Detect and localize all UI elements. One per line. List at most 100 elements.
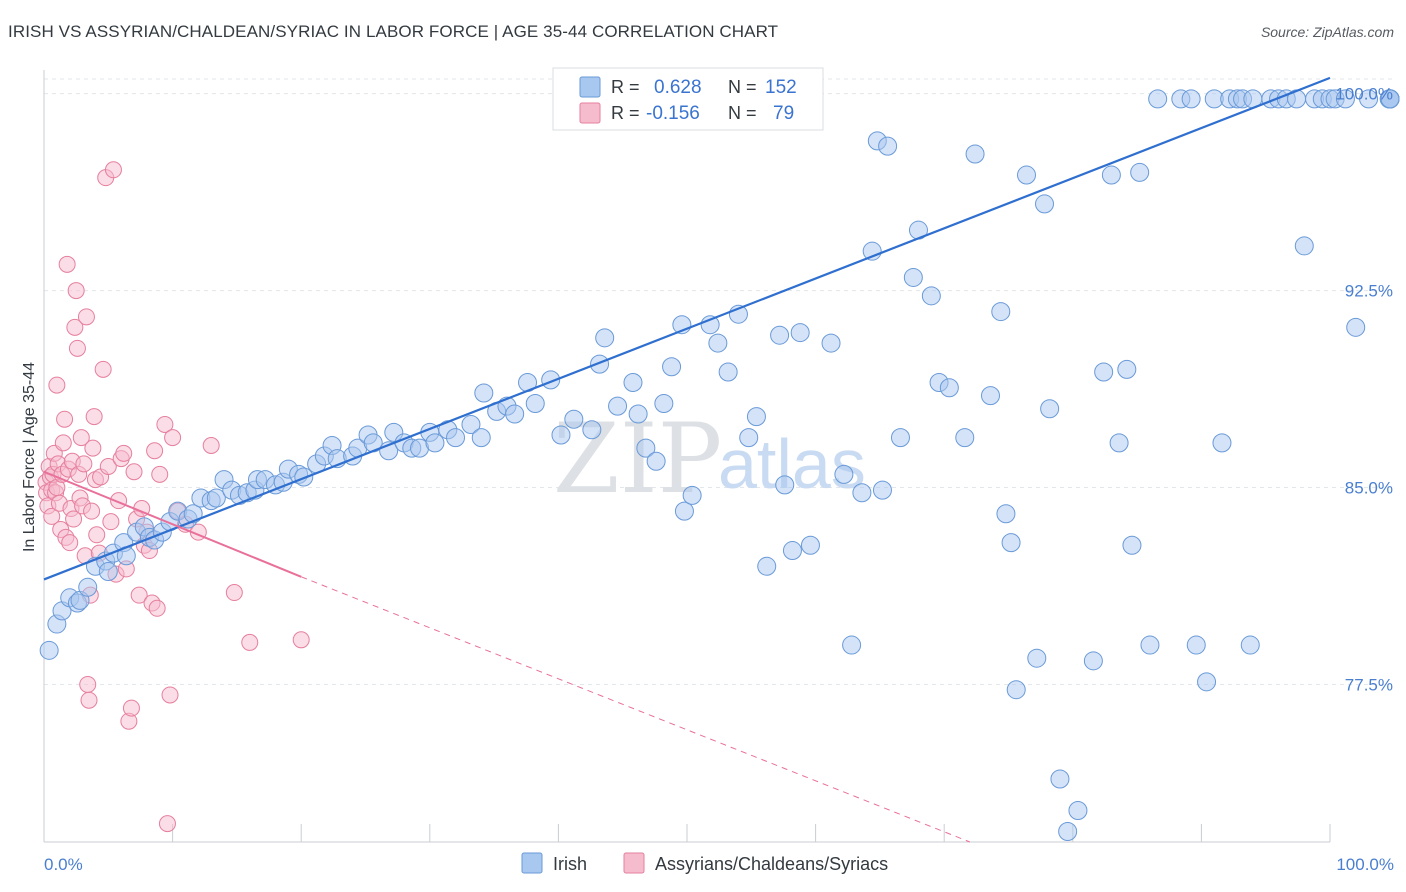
assyrian-point [65, 510, 83, 528]
irish-trend-line [43, 76, 1331, 581]
assyrian-point [58, 255, 76, 273]
irish-point [674, 501, 694, 521]
irish-point [505, 404, 525, 424]
assyrian-point [67, 282, 85, 300]
irish-point [646, 451, 666, 471]
assyrian-point [122, 699, 140, 717]
irish-point [1058, 821, 1078, 841]
irish-point [790, 323, 810, 343]
irish-point [746, 407, 766, 427]
legend-r-label-assyrian: R = [611, 103, 640, 123]
irish-point [98, 562, 118, 582]
irish-point [595, 328, 615, 348]
irish-point [1035, 194, 1055, 214]
irish-point [757, 556, 777, 576]
assyrian-trend-extension [301, 576, 971, 843]
irish-point [1240, 635, 1260, 655]
irish-point [739, 428, 759, 448]
bottom-legend-swatch-assyrian [623, 852, 645, 874]
irish-point [1335, 89, 1355, 109]
bottom-legend-swatch-irish [521, 852, 543, 874]
legend-n-label-irish: N = [728, 77, 757, 97]
irish-point [590, 354, 610, 374]
irish-point [939, 378, 959, 398]
assyrian-point [99, 458, 117, 476]
assyrian-point [66, 318, 84, 336]
irish-point [991, 302, 1011, 322]
assyrian-point [102, 513, 120, 531]
irish-point [1140, 635, 1160, 655]
legend-swatch-assyrian [579, 102, 601, 124]
irish-point [1197, 672, 1217, 692]
assyrian-point [202, 436, 220, 454]
irish-point [183, 504, 203, 524]
y-tick-label: 77.5% [1345, 675, 1393, 694]
assyrian-point [79, 675, 97, 693]
irish-point [1122, 535, 1142, 555]
assyrian-point [164, 429, 182, 447]
irish-point [852, 483, 872, 503]
irish-point [471, 428, 491, 448]
assyrian-point [130, 586, 148, 604]
irish-point [965, 144, 985, 164]
chart-title: IRISH VS ASSYRIAN/CHALDEAN/SYRIAC IN LAB… [8, 22, 779, 41]
irish-point [636, 438, 656, 458]
y-tick-label: 100.0% [1335, 85, 1393, 104]
assyrian-point [72, 429, 90, 447]
irish-point [1050, 769, 1070, 789]
assyrian-point [61, 534, 79, 552]
irish-point [206, 488, 226, 508]
top-legend: R = 0.628 N = 152 R = -0.156 N = 79 [552, 67, 824, 131]
legend-n-label-assyrian: N = [728, 103, 757, 123]
assyrian-point [158, 815, 176, 833]
legend-r-label-irish: R = [611, 77, 640, 97]
source-credit: Source: ZipAtlas.com [1260, 24, 1394, 40]
irish-point [1148, 89, 1168, 109]
legend-swatch-irish [579, 76, 601, 98]
assyrian-point [84, 439, 102, 457]
y-axis-label: In Labor Force | Age 35-44 [21, 362, 38, 552]
irish-point [662, 357, 682, 377]
assyrian-point [75, 455, 93, 473]
irish-point [425, 433, 445, 453]
y-tick-labels: 77.5% 85.0% 92.5% 100.0% [1335, 85, 1393, 695]
assyrian-point [146, 442, 164, 460]
irish-point [1212, 433, 1232, 453]
assyrian-point [148, 599, 166, 617]
irish-point [1181, 89, 1201, 109]
irish-point [564, 409, 584, 429]
assyrian-point [104, 161, 122, 179]
assyrian-point [88, 526, 106, 544]
assyrian-point [43, 507, 61, 525]
irish-point [1027, 648, 1047, 668]
trend-lines [43, 76, 1331, 843]
assyrian-point [48, 376, 66, 394]
irish-point [1101, 165, 1121, 185]
assyrian-point [292, 631, 310, 649]
irish-point [996, 504, 1016, 524]
legend-n-value-irish: 152 [765, 77, 797, 98]
irish-point [525, 393, 545, 413]
assyrian-trend-line [43, 470, 302, 578]
irish-point [1294, 236, 1314, 256]
irish-point [682, 485, 702, 505]
irish-point [980, 386, 1000, 406]
irish-point [1017, 165, 1037, 185]
assyrian-point [156, 415, 174, 433]
irish-point [1117, 359, 1137, 379]
irish-point [654, 393, 674, 413]
irish-point [39, 640, 59, 660]
irish-point [474, 383, 494, 403]
irish-point [1359, 89, 1379, 109]
irish-point [1083, 651, 1103, 671]
irish-point [551, 425, 571, 445]
irish-point [775, 475, 795, 495]
irish-point [903, 267, 923, 287]
irish-point [1040, 399, 1060, 419]
irish-point [1380, 89, 1400, 109]
irish-point [628, 404, 648, 424]
grid-lines [44, 78, 1394, 685]
irish-point [1346, 317, 1366, 337]
bottom-legend-label-irish: Irish [553, 854, 587, 874]
